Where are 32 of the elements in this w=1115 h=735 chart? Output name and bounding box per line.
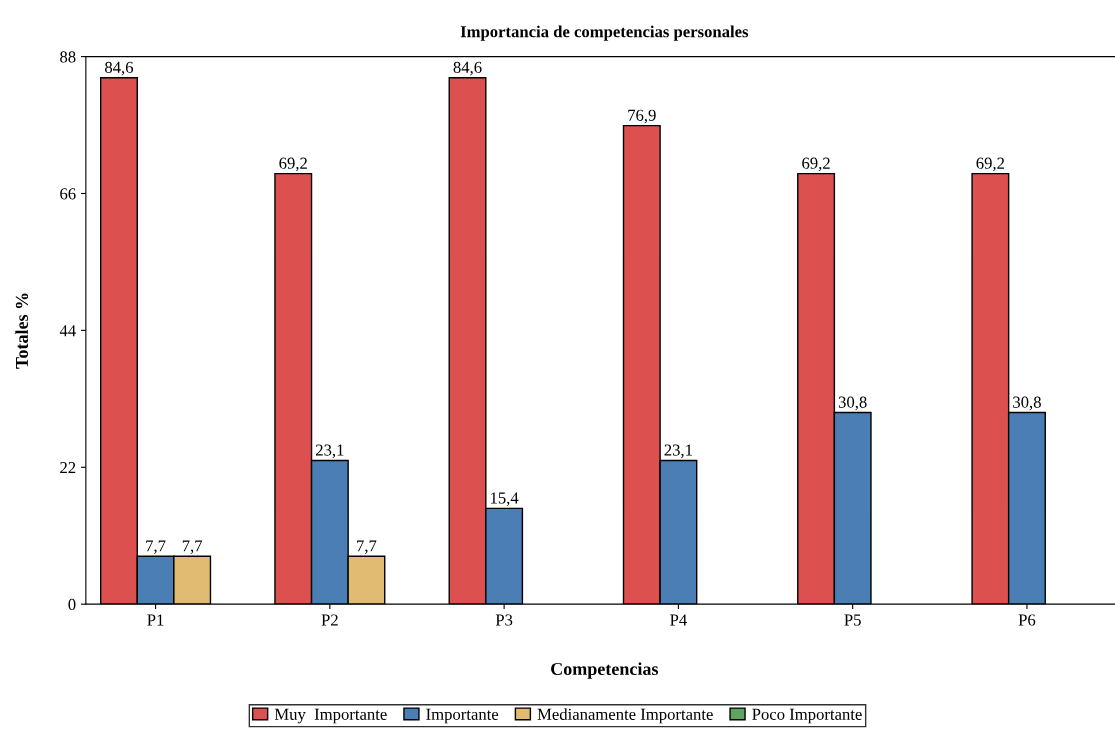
y-tick-label: 44 [59,325,76,337]
data-label: 23,1 [664,444,692,459]
data-label: 84,6 [105,61,134,76]
y-tick-label: 0 [68,598,76,611]
data-label: 7,7 [357,540,377,554]
y-tick-label: 66 [60,188,76,200]
data-label: 69,2 [279,157,307,172]
data-label: 76,9 [628,109,656,124]
data-label: 69,2 [802,157,830,172]
data-label: 23,1 [315,444,344,459]
legend-label: Muy Importante [274,708,387,724]
x-tick-label: P3 [495,614,513,626]
chart-title: Importancia de competencias personales [460,25,749,41]
data-label: 15,4 [491,492,519,506]
x-tick-label: P1 [147,614,164,626]
y-tick-label: 88 [60,51,76,63]
data-label: 7,7 [182,540,203,554]
x-tick-label: P6 [1018,614,1036,626]
legend-label: Poco Importante [752,708,862,724]
x-axis-title: Competencias [551,662,659,679]
data-label: 30,8 [838,396,867,411]
data-label: 69,2 [976,157,1005,172]
x-tick-label: P2 [321,614,338,626]
data-label: 30,8 [1013,396,1041,411]
x-tick-label: P4 [670,614,687,626]
y-tick-label: 22 [60,462,76,474]
legend-label: Medianamente Importante [537,708,713,724]
data-label: 84,6 [453,61,482,76]
data-label: 7,7 [146,540,166,554]
y-axis-title: Totales % [15,293,29,369]
legend-label: Importante [426,708,499,724]
x-tick-label: P5 [844,614,861,626]
